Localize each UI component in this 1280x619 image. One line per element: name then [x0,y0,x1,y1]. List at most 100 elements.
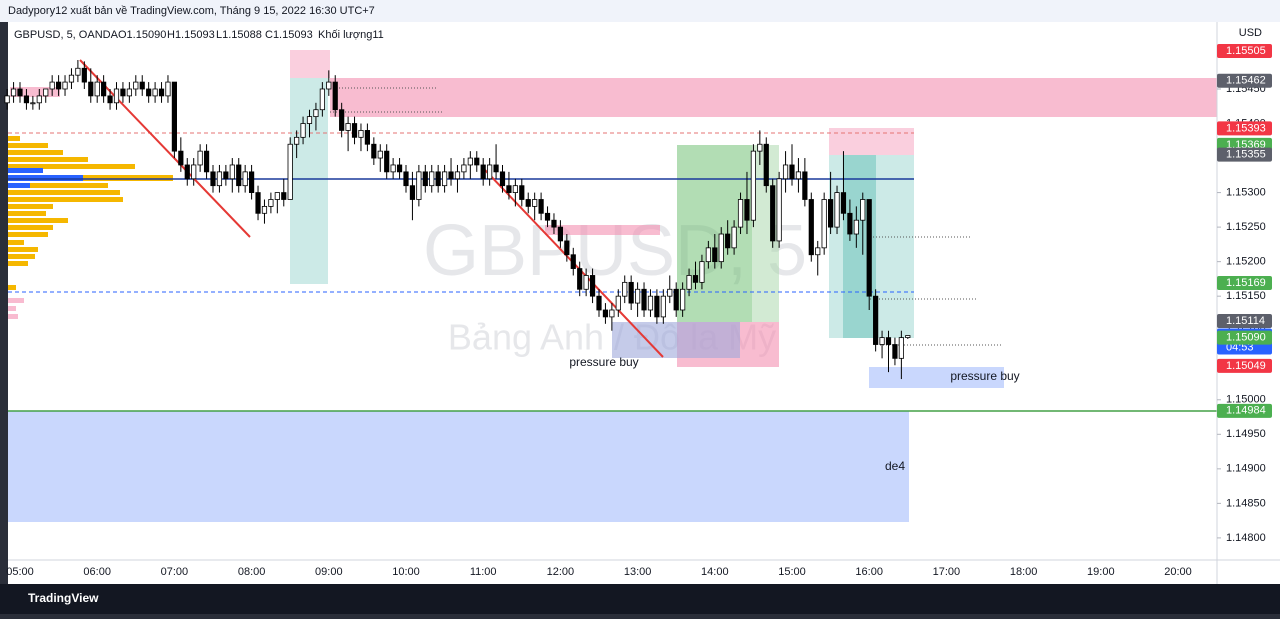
candle-body [152,88,158,97]
candle-body [94,81,100,97]
candle-body [294,136,300,145]
y-tick-label: 1.14850 [1226,497,1266,509]
price-label-box [1217,330,1272,345]
candle-body [81,67,87,83]
candle-body [898,337,904,359]
candle-body [602,309,609,318]
candle-body [358,130,364,138]
price-label: 1.15114 [1226,315,1265,327]
x-tick-label: 18:00 [1010,566,1038,578]
x-tick-label: 10:00 [392,566,420,578]
candle-body [435,171,441,187]
candle-body [680,288,686,311]
x-tick-label: 06:00 [83,566,111,578]
candle-body [113,88,120,104]
candle-body [300,123,306,138]
candle-body [313,109,319,118]
candle-body [384,150,390,173]
ohlc-value: H1.15093 [167,29,215,41]
candle-body [133,81,139,90]
candle-body [635,288,641,304]
price-label: 1.15505 [1226,45,1266,57]
candle-body [905,335,911,339]
candle-body [255,192,261,214]
candle-body [525,199,531,207]
zone [829,128,914,155]
candle-body [10,88,17,97]
profile-bar [8,183,30,188]
candle-body [126,88,132,97]
volume-legend: Khối lượng11 [318,29,384,41]
candle-body [339,109,345,131]
profile-bar [8,168,43,173]
candle-body [770,185,776,242]
candle-body [422,171,428,187]
candle-body [107,95,113,104]
price-label-box [1217,358,1272,373]
price-label-box [1217,403,1272,418]
candle-body [319,88,325,111]
y-tick-label: 1.14900 [1226,463,1266,475]
candles [4,59,911,380]
profile-bar [8,240,24,245]
candle-body [544,212,551,221]
candle-body [23,95,30,104]
candle-body [725,233,731,249]
candle-body [512,185,518,193]
candle-body [763,143,769,187]
candle-body [641,288,647,311]
x-tick-label: 14:00 [701,566,729,578]
candle-body [68,74,75,83]
zone [545,225,660,235]
candle-body [692,275,699,283]
candle-body [712,247,718,263]
candle-body [673,288,679,311]
candle-body [782,164,789,180]
candle-body [178,150,184,166]
candle-body [120,88,126,97]
candle-body [248,171,255,193]
profile-bar [8,190,120,195]
symbol-title: GBPUSD, 5, OANDA [14,29,119,41]
price-label-box [1217,121,1272,136]
profile-bar [8,285,16,290]
candle-body [667,288,673,297]
candle-body [622,281,628,297]
drawings: GBPUSD, 5 Bảng Anh / Đô la Mỹ [8,50,1217,522]
candle-body [802,171,808,200]
candle-body [737,199,744,228]
candle-body [577,268,583,290]
candle-body [628,281,634,304]
profile-bar [8,143,48,148]
candle-body [171,81,177,152]
price-label-box [1217,73,1272,88]
candle-body [229,164,235,180]
candle-body [795,171,802,180]
profile-bar [8,314,18,319]
candle-body [345,123,351,131]
footer-bar [0,584,1280,614]
footer-brand: TradingView [28,591,99,605]
y-tick-label: 1.14800 [1226,532,1266,544]
candle-body [165,81,171,97]
candle-body [879,337,885,345]
x-tick-label: 15:00 [778,566,806,578]
candle-body [474,157,480,166]
candle-body [776,178,782,242]
x-tick-label: 19:00 [1087,566,1115,578]
candle-body [840,192,847,214]
profile-bar [8,157,88,162]
price-label: 1.15049 [1226,360,1266,372]
candle-body [448,171,454,180]
volume-profile [8,136,173,319]
zone [869,367,1004,388]
y-tick-label: 1.14950 [1226,428,1266,440]
candle-body [139,81,145,90]
profile-bar [8,150,63,155]
price-label-box [1217,314,1272,329]
candle-body [615,295,621,311]
candle-body [654,295,660,318]
candle-body [705,247,711,263]
candle-body [493,164,499,173]
